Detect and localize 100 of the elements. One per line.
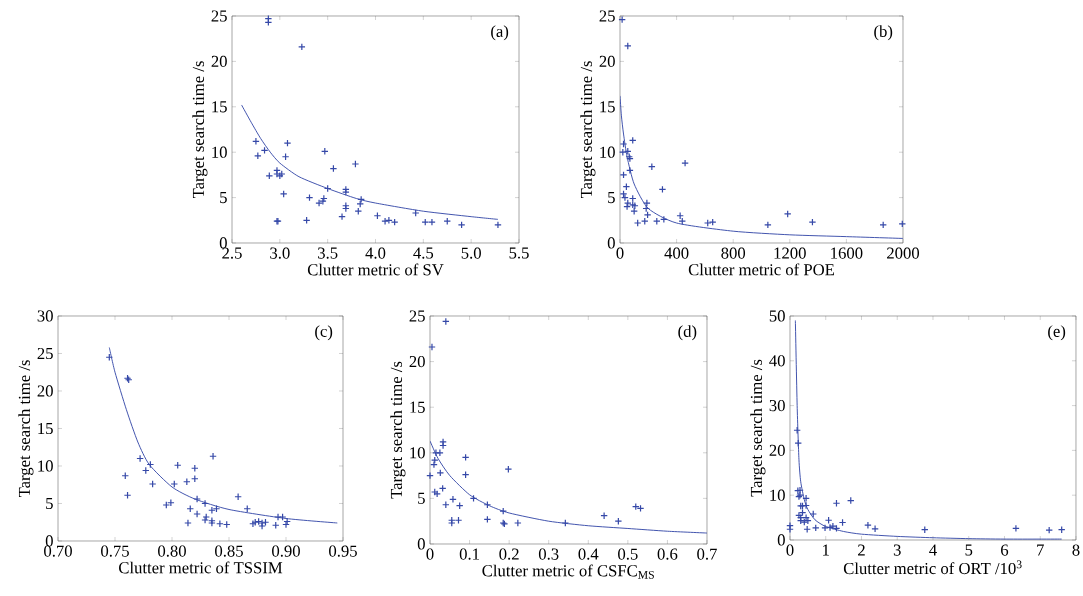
y-axis-title: Target search time /s	[580, 61, 596, 199]
point	[436, 469, 445, 477]
y-tick-label: 25	[211, 10, 227, 22]
point	[786, 525, 794, 534]
y-axis-title: Target search time /s	[192, 61, 208, 199]
y-tick-label: 20	[211, 55, 227, 68]
point	[783, 210, 792, 218]
y-tick-label: 25	[599, 10, 615, 22]
x-axis-title: Clutter metric of ORT /10$^{3}$	[843, 560, 1022, 575]
point	[1045, 526, 1053, 534]
x-tick-label: 0.90	[272, 545, 300, 557]
point	[436, 448, 444, 457]
y-tick-label: 15	[600, 101, 615, 113]
annotation: (e)	[1048, 325, 1066, 341]
point	[708, 218, 717, 226]
point	[618, 15, 626, 24]
y-tick-label: 5	[608, 192, 615, 204]
line-series	[430, 440, 707, 534]
x-tick-label: 400	[664, 247, 689, 259]
y-tick-label: 0	[607, 237, 615, 249]
x-tick-label: 5	[965, 544, 973, 556]
y-tick-label: 40	[769, 355, 785, 367]
y-tick-label: 10	[410, 447, 425, 459]
point	[356, 200, 364, 208]
point	[167, 498, 175, 507]
x-tick-label: 0.6	[657, 548, 678, 560]
point	[821, 524, 829, 532]
y-tick-label: 0	[219, 237, 227, 249]
x-tick-label: 0.2	[499, 548, 519, 560]
x-tick-label: 8	[1072, 544, 1080, 556]
x-tick-label: 5.0	[461, 247, 481, 259]
y-tick-label: 10	[212, 146, 227, 158]
point	[338, 212, 346, 221]
x-tick-label: 0.85	[215, 545, 243, 557]
point	[283, 139, 292, 147]
x-tick-label: 0.3	[538, 548, 559, 560]
point	[193, 495, 201, 503]
point	[184, 519, 192, 527]
y-tick-label: 30	[769, 399, 785, 412]
annotation: (c)	[315, 325, 333, 341]
y-tick-label: 15	[410, 401, 425, 413]
point	[432, 448, 440, 457]
point	[428, 343, 436, 351]
x-tick-label: 800	[721, 247, 746, 259]
x-tick-label: 1600	[831, 247, 863, 259]
point	[764, 221, 772, 229]
point	[703, 219, 712, 227]
point	[600, 511, 608, 520]
x-tick-label: 2000	[887, 247, 920, 259]
x-tick-label: 4.0	[365, 247, 386, 259]
x-axis-title: Clutter metric of TSSIM	[119, 561, 283, 574]
x-tick-label: 6	[1001, 544, 1009, 556]
point	[209, 452, 217, 461]
point	[626, 166, 634, 175]
x-tick-label: 0.75	[101, 545, 129, 557]
point	[234, 492, 242, 501]
point	[162, 501, 171, 509]
y-axis-title: Target search time /s	[390, 361, 406, 499]
y-tick-label: 0	[777, 534, 785, 546]
point	[315, 199, 323, 207]
y-tick-label: 0	[45, 535, 53, 547]
y-tick-label: 20	[37, 385, 53, 397]
point	[430, 460, 438, 469]
line-series	[620, 95, 903, 239]
point	[426, 471, 434, 480]
y-tick-label: 25	[409, 310, 425, 322]
x-tick-label: 1	[823, 544, 829, 556]
point	[148, 480, 157, 488]
x-tick-label: 2.5	[222, 247, 242, 259]
point	[193, 510, 201, 518]
y-tick-label: 20	[769, 444, 785, 457]
x-tick-label: 0	[786, 544, 794, 556]
point	[871, 524, 879, 533]
point	[381, 217, 389, 225]
point	[298, 43, 306, 51]
point	[643, 199, 651, 207]
point	[136, 454, 144, 463]
point	[561, 519, 570, 527]
point	[811, 524, 820, 532]
y-axis-title: Target search time /s	[18, 360, 34, 498]
y-tick-label: 10	[770, 489, 785, 501]
y-axis-title: Target search time /s	[750, 359, 766, 497]
x-axis-title: Clutter metric of SV	[307, 263, 444, 276]
x-axis-title: Clutter metric of CSFC$_{MS}$	[482, 564, 654, 579]
x-axis-title: Clutter metric of POE	[688, 263, 835, 276]
y-tick-label: 20	[599, 55, 615, 68]
y-tick-label: 20	[409, 355, 425, 368]
line-series	[108, 347, 338, 524]
y-tick-label: 30	[37, 310, 53, 322]
point	[216, 519, 224, 528]
point	[208, 506, 216, 515]
x-tick-label: 1200	[774, 247, 806, 259]
point	[430, 456, 439, 464]
x-tick-label: 0.70	[44, 545, 72, 557]
point	[1012, 524, 1020, 533]
point	[619, 140, 628, 148]
point	[809, 510, 818, 518]
x-tick-label: 5.5	[509, 247, 529, 259]
x-tick-label: 0.80	[158, 545, 186, 557]
x-tick-label: 0	[426, 548, 434, 560]
